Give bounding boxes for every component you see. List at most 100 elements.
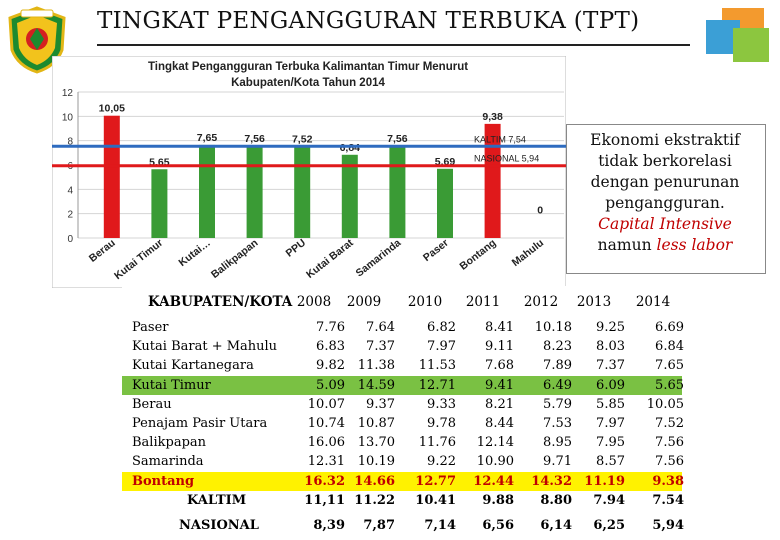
value-cell: 5.85 (596, 397, 625, 412)
value-cell: 11.53 (418, 358, 456, 373)
data-label: 6,84 (340, 142, 361, 154)
value-cell: 7.76 (316, 320, 345, 335)
table-row: Penajam Pasir Utara 10.74 10.87 9.78 8.44 7.5… (122, 414, 684, 433)
note-line-6-italic: less labor (656, 236, 733, 254)
value-cell: 6.09 (596, 378, 625, 393)
header-year-cell: 2014 (635, 294, 671, 310)
note-line-4: pengangguran. (605, 194, 725, 212)
table-row: Balikpapan 16.06 13.70 11.76 12.14 8.95 7.95 7.… (122, 433, 684, 452)
value-cell: 12.71 (418, 378, 456, 393)
value-cell: 10.18 (534, 320, 572, 335)
data-label: 7,52 (292, 134, 313, 146)
note-line-3: dengan penurunan (590, 173, 740, 191)
region-name-cell: NASIONAL (179, 518, 259, 533)
value-cell: 6.83 (316, 339, 345, 354)
value-cell: 7.65 (655, 358, 684, 373)
value-cell: 6.69 (655, 320, 684, 335)
table-row: Kutai Kartanegara 9.82 11.38 11.53 7.68 7.89 7… (122, 356, 684, 375)
value-cell: 14.66 (354, 474, 395, 489)
table-row: Kutai Barat + Mahulu 6.83 7.37 7.97 9.11 8.23… (122, 337, 684, 356)
value-cell: 8.41 (485, 320, 514, 335)
value-cell: 11.19 (584, 474, 625, 489)
region-name-cell: KALTIM (187, 493, 247, 508)
value-cell: 7.94 (593, 493, 625, 508)
header-year-cell: 2009 (346, 294, 382, 310)
bar (199, 144, 215, 238)
value-cell: 6,56 (482, 518, 514, 533)
chart-title-line-2: Kabupaten/Kota Tahun 2014 (231, 77, 385, 89)
value-cell: 7.97 (427, 339, 456, 354)
value-cell: 7.37 (596, 358, 625, 373)
region-name-cell: Kutai Barat + Mahulu (132, 339, 278, 354)
bar (294, 146, 311, 238)
data-label: 7,65 (197, 132, 218, 144)
value-cell: 14.59 (357, 378, 395, 393)
value-cell: 9.88 (482, 493, 514, 508)
header-region-cell: KABUPATEN/KOTA (148, 294, 293, 310)
value-cell: 10.87 (357, 416, 395, 431)
table-row: Kutai Timur 5.09 14.59 12.71 9.41 6.49 6.09 5.6… (122, 376, 684, 395)
value-cell: 9.38 (652, 474, 684, 489)
value-cell: 7.37 (366, 339, 395, 354)
value-cell: 11.22 (354, 493, 395, 508)
value-cell: 9.78 (427, 416, 456, 431)
value-cell: 14.32 (531, 474, 572, 489)
value-cell: 12.14 (476, 435, 514, 450)
value-cell: 7.97 (596, 416, 625, 431)
decor-square-green (733, 28, 769, 62)
value-cell: 7.52 (655, 416, 684, 431)
data-label: 7,56 (387, 133, 408, 145)
value-cell: 6,14 (540, 518, 572, 533)
tpt-table: KABUPATEN/KOTA 2008 2009 2010 2011 2012 2013 20… (122, 286, 684, 536)
value-cell: 5.79 (543, 397, 572, 412)
table-row: Paser 7.76 7.64 6.82 8.41 10.18 9.25 6.69 (122, 318, 684, 337)
note-line-6-pre: namun (597, 236, 657, 254)
header-year-cell: 2008 (296, 294, 332, 310)
value-cell: 9.25 (596, 320, 625, 335)
note-line-1: Ekonomi ekstraktif (590, 131, 740, 149)
y-tick-label: 12 (62, 88, 74, 99)
region-name-cell: Samarinda (132, 454, 204, 469)
value-cell: 8.44 (485, 416, 514, 431)
y-tick-label: 0 (67, 234, 73, 245)
note-box (566, 124, 766, 274)
value-cell: 10.90 (476, 454, 514, 469)
region-name-cell: Penajam Pasir Utara (132, 416, 268, 431)
data-label: 7,56 (244, 133, 265, 145)
region-name-cell: Balikpapan (132, 435, 207, 450)
note-line-2: tidak berkorelasi (598, 152, 732, 170)
chart-title-line-1: Tingkat Pengangguran Terbuka Kalimantan … (148, 61, 468, 73)
chart-container: Tingkat Pengangguran Terbuka Kalimantan … (52, 56, 566, 288)
value-cell: 8.03 (596, 339, 625, 354)
table-row: KALTIM 11,11 11.22 10.41 9.88 8.80 7.94 7.54 (122, 491, 684, 510)
value-cell: 8.57 (596, 454, 625, 469)
value-cell: 10.07 (307, 397, 345, 412)
reference-line-label: KALTIM 7,54 (474, 134, 526, 144)
value-cell: 10.41 (415, 493, 456, 508)
note-line-6: namun less labor (566, 235, 764, 256)
value-cell: 6.49 (543, 378, 572, 393)
header-year-cell: 2013 (576, 294, 612, 310)
region-name-cell: Kutai Kartanegara (132, 358, 254, 373)
value-cell: 9.41 (485, 378, 514, 393)
value-cell: 11.38 (357, 358, 395, 373)
value-cell: 9.82 (316, 358, 345, 373)
region-name-cell: Kutai Timur (132, 378, 211, 393)
bar-chart: Tingkat Pengangguran Terbuka Kalimantan … (52, 56, 566, 288)
value-cell: 9.37 (366, 397, 395, 412)
table-row: Berau 10.07 9.37 9.33 8.21 5.79 5.85 10.05 (122, 395, 684, 414)
reference-line-label: NASIONAL 5,94 (474, 154, 539, 164)
note-text: Ekonomi ekstraktif tidak berkorelasi den… (566, 130, 764, 256)
slide-title: TINGKAT PENGANGGURAN TERBUKA (TPT) (97, 8, 640, 34)
value-cell: 5.09 (316, 378, 345, 393)
value-cell: 6.82 (427, 320, 456, 335)
bar (389, 146, 406, 238)
value-cell: 11.76 (418, 435, 456, 450)
value-cell: 7.68 (485, 358, 514, 373)
value-cell: 11,11 (304, 493, 345, 508)
bar (437, 168, 453, 238)
value-cell: 10.05 (646, 397, 684, 412)
value-cell: 8.80 (540, 493, 572, 508)
y-tick-label: 2 (67, 210, 73, 221)
value-cell: 7.53 (543, 416, 572, 431)
